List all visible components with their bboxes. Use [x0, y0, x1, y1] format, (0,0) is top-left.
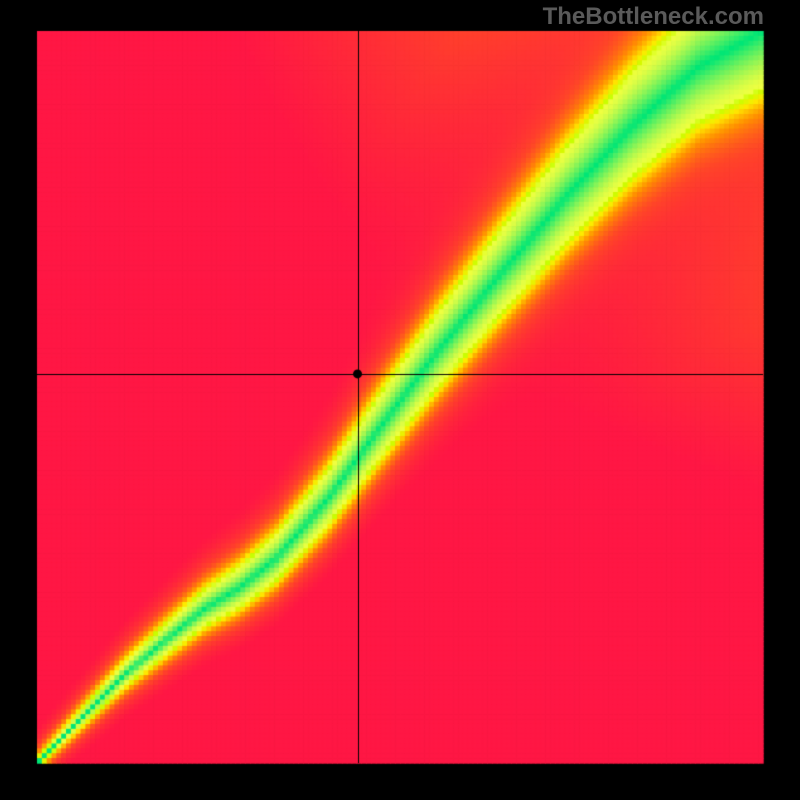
watermark-text: TheBottleneck.com: [543, 3, 764, 31]
chart-container: TheBottleneck.com: [0, 0, 800, 800]
bottleneck-heatmap: [0, 0, 800, 800]
